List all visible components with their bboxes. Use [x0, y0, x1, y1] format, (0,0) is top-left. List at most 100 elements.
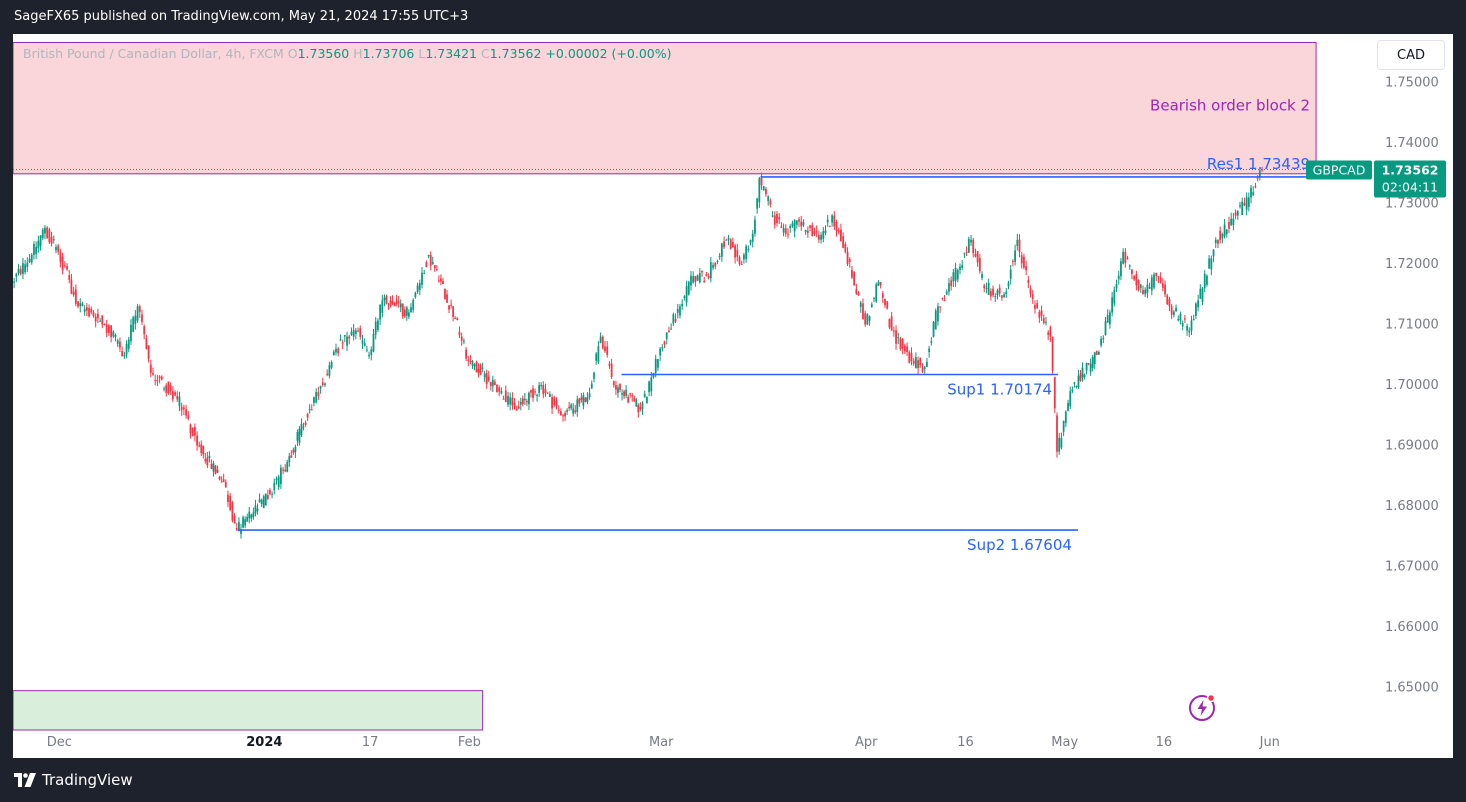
candle-body	[348, 336, 351, 339]
candle	[260, 498, 263, 507]
candle-body	[884, 298, 886, 306]
candle	[354, 327, 357, 340]
candle-body	[365, 349, 368, 351]
candle-body	[970, 239, 972, 243]
candle-body	[747, 249, 750, 251]
candle	[817, 230, 820, 244]
candle-body	[1012, 261, 1014, 263]
candle-body	[945, 291, 948, 295]
candle	[435, 265, 438, 271]
candle-body	[923, 366, 926, 370]
candle	[246, 513, 249, 522]
candle	[749, 239, 752, 246]
candle	[94, 313, 97, 328]
candle	[580, 393, 583, 403]
candle	[119, 337, 121, 352]
candle	[121, 346, 124, 357]
candle	[974, 248, 977, 258]
price-chart[interactable]: Bearish order block 2 Res1 1.73439 Sup1 1…	[13, 34, 1453, 758]
candle	[363, 338, 366, 347]
candle-body	[553, 397, 556, 406]
candle-body	[13, 281, 16, 283]
candle-body	[846, 251, 849, 265]
candle-body	[806, 230, 809, 233]
candle	[1172, 310, 1175, 318]
candle-body	[793, 220, 796, 232]
candle-body	[105, 324, 108, 333]
candle	[252, 507, 255, 520]
candle	[1210, 255, 1213, 276]
legend-high: 1.73706	[362, 46, 415, 61]
candle-body	[147, 345, 150, 359]
candle	[679, 303, 681, 319]
candle	[934, 308, 937, 330]
candle	[683, 295, 686, 301]
candle	[767, 195, 770, 206]
candle	[292, 447, 295, 455]
candle	[890, 312, 893, 331]
candle-body	[725, 239, 728, 241]
candle	[233, 513, 236, 524]
candle-body	[176, 395, 179, 400]
candle	[156, 374, 159, 387]
candle	[1111, 291, 1114, 317]
candle-body	[174, 392, 176, 396]
candle-body	[1258, 170, 1261, 177]
candle	[1181, 320, 1184, 331]
candle-body	[335, 348, 337, 353]
candle	[1190, 315, 1193, 335]
candle-body	[833, 215, 836, 227]
candle-body	[734, 245, 736, 258]
candle-body	[679, 306, 681, 316]
candle	[176, 391, 179, 403]
candle	[538, 382, 541, 397]
candle-body	[899, 338, 902, 350]
candle-body	[910, 353, 913, 361]
candle-body	[513, 402, 516, 410]
candle	[359, 325, 362, 340]
candle	[1212, 249, 1215, 263]
candle	[242, 515, 244, 529]
candle	[1064, 410, 1067, 428]
candle-body	[1003, 294, 1005, 298]
candle-body	[57, 245, 60, 252]
candle-body	[659, 348, 662, 356]
candle	[989, 288, 992, 301]
res1-level-label: Res1 1.73439	[1207, 155, 1310, 173]
candle-body	[383, 297, 386, 301]
candle	[377, 318, 379, 333]
candle	[1137, 279, 1140, 292]
candle-body	[125, 344, 128, 355]
candle-body	[418, 283, 421, 290]
candle-body	[767, 196, 770, 201]
candle	[88, 304, 90, 318]
candle	[46, 226, 49, 239]
candle-body	[112, 331, 115, 337]
candle-body	[597, 346, 600, 363]
candle-body	[399, 303, 402, 308]
candle	[437, 275, 440, 283]
candle-body	[870, 304, 873, 308]
footer-brand[interactable]: TradingView	[14, 771, 133, 789]
flash-alert-icon[interactable]	[1189, 693, 1217, 721]
candle	[557, 405, 560, 414]
candle	[1195, 302, 1197, 319]
candle	[912, 358, 915, 366]
candle-body	[776, 213, 778, 223]
chart-area[interactable]: Bearish order block 2 Res1 1.73439 Sup1 1…	[13, 34, 1453, 758]
candle-body	[604, 346, 606, 352]
candle-body	[707, 276, 710, 279]
candle-body	[855, 289, 858, 294]
bar-countdown: 02:04:11	[1382, 179, 1438, 194]
candle-body	[804, 230, 807, 233]
candle-body	[588, 393, 591, 398]
candle	[477, 363, 480, 378]
candle-body	[1168, 299, 1171, 307]
candle-body	[1023, 256, 1025, 268]
currency-button[interactable]: CAD	[1377, 40, 1445, 70]
candle	[1250, 184, 1252, 204]
candle-body	[138, 306, 141, 313]
candle-body	[657, 359, 659, 368]
candle-body	[368, 354, 370, 357]
candle-body	[1056, 415, 1058, 452]
